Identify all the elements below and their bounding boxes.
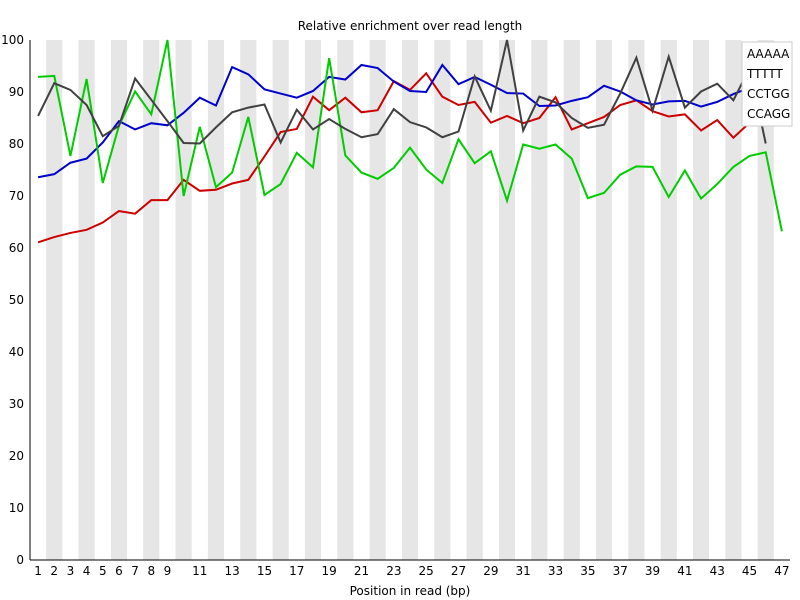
x-tick-label: 21 xyxy=(354,564,369,578)
x-tick-label: 25 xyxy=(419,564,434,578)
legend-entry-ttttt: TTTTT xyxy=(746,67,783,81)
legend-entry-cctgg: CCTGG xyxy=(747,87,790,101)
x-tick-label: 37 xyxy=(613,564,628,578)
series-line-ttttt xyxy=(37,63,766,179)
x-tick-label: 23 xyxy=(386,564,401,578)
x-tick-label: 13 xyxy=(224,564,239,578)
x-tick-label: 45 xyxy=(742,564,757,578)
background-band xyxy=(369,40,386,560)
background-band xyxy=(175,40,192,560)
background-band xyxy=(110,40,128,560)
x-tick-label: 6 xyxy=(115,564,123,578)
background-band xyxy=(207,40,225,560)
background-band xyxy=(725,40,742,560)
background-band xyxy=(240,40,257,560)
y-tick-labels: 0 10 20 30 40 50 60 70 80 90 100 xyxy=(1,33,24,567)
series-line-cctgg xyxy=(38,39,783,232)
x-tick-label: 17 xyxy=(289,564,304,578)
x-axis-label: Position in read (bp) xyxy=(350,584,471,598)
x-tick-label: 35 xyxy=(580,564,595,578)
background-band xyxy=(498,40,516,560)
legend: AAAAA TTTTT CCTGG CCAGG xyxy=(741,41,793,127)
legend-box xyxy=(741,41,793,127)
background-band xyxy=(143,40,160,560)
x-tick-label: 1 xyxy=(34,564,42,578)
x-tick-label: 9 xyxy=(164,564,172,578)
y-tick-label: 20 xyxy=(9,449,24,463)
x-tick-label: 39 xyxy=(645,564,660,578)
x-tick-label: 11 xyxy=(192,564,207,578)
background-band xyxy=(337,40,354,560)
background-band xyxy=(46,40,63,560)
y-tick-label: 50 xyxy=(9,293,24,307)
y-tick-label: 40 xyxy=(9,345,24,359)
legend-entry-ccagg: CCAGG xyxy=(747,107,790,121)
x-tick-label: 29 xyxy=(483,564,498,578)
background-bands xyxy=(46,40,774,560)
y-tick-label: 80 xyxy=(9,137,24,151)
x-tick-label: 3 xyxy=(67,564,75,578)
y-tick-label: 30 xyxy=(9,397,24,411)
background-band xyxy=(595,40,613,560)
y-tick-label: 60 xyxy=(9,241,24,255)
legend-entry-aaaaa: AAAAA xyxy=(747,47,790,61)
x-tick-label: 5 xyxy=(99,564,107,578)
x-tick-label: 31 xyxy=(516,564,531,578)
background-band xyxy=(304,40,322,560)
background-band xyxy=(272,40,289,560)
axes xyxy=(29,40,790,561)
background-band xyxy=(466,40,483,560)
background-band xyxy=(434,40,451,560)
background-band xyxy=(692,40,710,560)
series-lines xyxy=(37,39,783,244)
x-tick-label: 33 xyxy=(548,564,563,578)
x-tick-label: 8 xyxy=(147,564,155,578)
x-tick-label: 4 xyxy=(83,564,91,578)
series-line-ccagg xyxy=(37,39,767,145)
y-tick-label: 100 xyxy=(1,33,24,47)
y-tick-label: 10 xyxy=(9,501,24,515)
x-tick-label: 15 xyxy=(257,564,272,578)
y-tick-label: 90 xyxy=(9,85,24,99)
background-band xyxy=(401,40,419,560)
background-band xyxy=(531,40,548,560)
x-tick-label: 43 xyxy=(710,564,725,578)
x-tick-label: 41 xyxy=(677,564,692,578)
background-band xyxy=(660,40,677,560)
x-tick-label: 19 xyxy=(322,564,337,578)
y-tick-label: 70 xyxy=(9,189,24,203)
x-tick-label: 47 xyxy=(774,564,789,578)
x-tick-label: 7 xyxy=(131,564,139,578)
x-tick-labels: 1 2 3 4 5 6 7 8 9 11 13 15 17 19 21 23 25 27 29 31 33 35 37 39 4… xyxy=(34,564,789,578)
background-band xyxy=(78,40,95,560)
background-band xyxy=(628,40,645,560)
y-tick-label: 0 xyxy=(16,553,24,567)
x-tick-label: 2 xyxy=(50,564,58,578)
chart-title: Relative enrichment over read length xyxy=(298,19,523,33)
x-tick-label: 27 xyxy=(451,564,466,578)
